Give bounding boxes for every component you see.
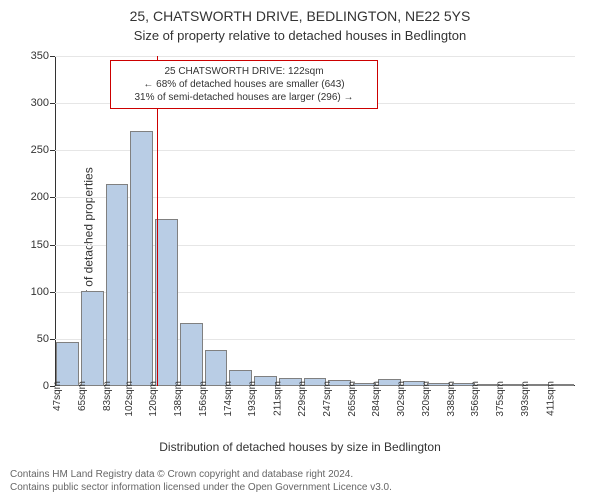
- y-tick-mark: [50, 56, 55, 57]
- x-axis-label: Distribution of detached houses by size …: [0, 440, 600, 454]
- x-tick-label: 102sqm: [124, 381, 135, 417]
- x-tick-label: 284sqm: [371, 381, 382, 417]
- histogram-bar: [155, 219, 178, 386]
- y-tick-mark: [50, 197, 55, 198]
- x-tick-label: 156sqm: [198, 381, 209, 417]
- y-axis: [55, 56, 56, 386]
- annotation-line-2: ← 68% of detached houses are smaller (64…: [119, 78, 369, 91]
- histogram-bar: [106, 184, 129, 386]
- x-tick-label: 120sqm: [149, 381, 160, 417]
- x-tick-label: 338sqm: [446, 381, 457, 417]
- y-tick-mark: [50, 339, 55, 340]
- annotation-box: 25 CHATSWORTH DRIVE: 122sqm ← 68% of det…: [110, 60, 378, 109]
- x-tick-label: 65sqm: [77, 381, 88, 411]
- chart-title: 25, CHATSWORTH DRIVE, BEDLINGTON, NE22 5…: [0, 8, 600, 24]
- x-tick-label: 393sqm: [520, 381, 531, 417]
- histogram-bar: [130, 131, 153, 387]
- x-tick-label: 47sqm: [52, 381, 63, 411]
- x-tick-label: 229sqm: [297, 381, 308, 417]
- footer-attribution: Contains HM Land Registry data © Crown c…: [10, 468, 590, 494]
- annotation-line-1: 25 CHATSWORTH DRIVE: 122sqm: [119, 65, 369, 78]
- histogram-bar: [56, 342, 79, 386]
- y-tick-mark: [50, 103, 55, 104]
- x-tick-label: 83sqm: [102, 381, 113, 411]
- chart-subtitle: Size of property relative to detached ho…: [0, 28, 600, 43]
- x-tick-label: 375sqm: [495, 381, 506, 417]
- y-tick-mark: [50, 292, 55, 293]
- footer-line-1: Contains HM Land Registry data © Crown c…: [10, 468, 590, 481]
- x-tick-label: 174sqm: [223, 381, 234, 417]
- x-tick-label: 265sqm: [347, 381, 358, 417]
- histogram-bar: [180, 323, 203, 386]
- x-tick-label: 411sqm: [545, 381, 556, 416]
- x-tick-label: 211sqm: [273, 381, 284, 416]
- annotation-line-3: 31% of semi-detached houses are larger (…: [119, 91, 369, 104]
- x-tick-label: 320sqm: [421, 381, 432, 417]
- y-tick-mark: [50, 245, 55, 246]
- footer-line-2: Contains public sector information licen…: [10, 481, 590, 494]
- x-tick-label: 356sqm: [471, 381, 482, 417]
- y-tick-mark: [50, 150, 55, 151]
- histogram-bar: [81, 291, 104, 386]
- gridline: [55, 56, 575, 57]
- x-tick-label: 193sqm: [248, 381, 259, 417]
- x-tick-label: 247sqm: [322, 381, 333, 417]
- x-tick-label: 302sqm: [396, 381, 407, 417]
- x-tick-label: 138sqm: [173, 381, 184, 417]
